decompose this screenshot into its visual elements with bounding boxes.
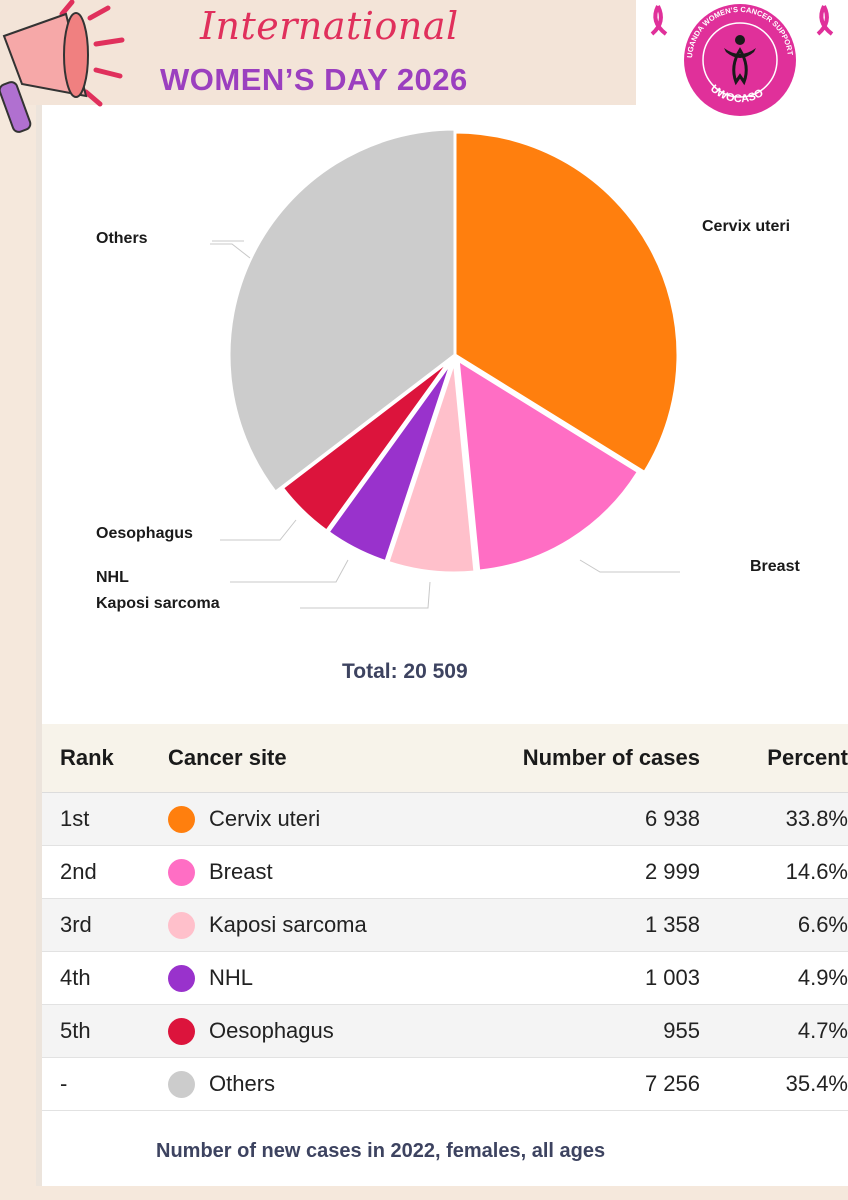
table-row: 5th Oesophagus 955 4.7% bbox=[42, 1005, 848, 1058]
logo-area: UGANDA WOMEN’S CANCER SUPPORT ORGANISATI… bbox=[633, 0, 848, 130]
row-percent: 33.8% bbox=[785, 806, 848, 831]
row-rank: 4th bbox=[60, 965, 91, 990]
row-site-label: Others bbox=[209, 1071, 276, 1096]
color-swatch bbox=[168, 911, 195, 939]
row-site: Kaposi sarcoma bbox=[168, 899, 367, 951]
row-percent: 4.7% bbox=[797, 1018, 848, 1043]
row-site: Cervix uteri bbox=[168, 793, 320, 845]
header-percent: Percent bbox=[767, 745, 848, 770]
pie-slice-kaposi bbox=[386, 360, 477, 575]
slice-label-cervix: Cervix uteri bbox=[702, 218, 791, 235]
row-site-label: Cervix uteri bbox=[209, 806, 321, 831]
row-rank: 2nd bbox=[60, 859, 97, 884]
uwocaso-logo: UGANDA WOMEN’S CANCER SUPPORT ORGANISATI… bbox=[633, 0, 834, 116]
row-percent: 4.9% bbox=[797, 965, 848, 990]
leader-line-others bbox=[210, 243, 251, 259]
row-site-label: Oesophagus bbox=[209, 1018, 334, 1043]
color-swatch bbox=[168, 964, 195, 992]
ribbon-figure-icon bbox=[724, 35, 756, 86]
row-rank: 5th bbox=[60, 1018, 91, 1043]
row-site-label: NHL bbox=[209, 965, 254, 990]
row-site: Oesophagus bbox=[168, 1005, 334, 1057]
row-rank: 1st bbox=[60, 806, 90, 831]
chart-total: Total: 20 509 bbox=[342, 660, 468, 683]
header-rank: Rank bbox=[60, 745, 114, 770]
pie-chart bbox=[210, 127, 680, 609]
row-rank: - bbox=[60, 1071, 68, 1096]
pie-slice-nhl bbox=[325, 359, 454, 564]
row-percent: 14.6% bbox=[785, 859, 848, 884]
banner-subtitle: WOMEN’S DAY 2026 bbox=[160, 62, 468, 97]
leader-line-nhl bbox=[230, 559, 349, 583]
pie-slice-cervix bbox=[453, 130, 680, 475]
table-header-row: Rank Cancer site Number of cases Percent bbox=[42, 724, 848, 793]
row-site-label: Kaposi sarcoma bbox=[209, 912, 367, 937]
panel-edge bbox=[36, 104, 42, 1186]
cases-table: Rank Cancer site Number of cases Percent… bbox=[42, 724, 848, 1186]
megaphone-icon bbox=[0, 0, 125, 133]
row-percent: 35.4% bbox=[785, 1071, 848, 1096]
row-cases: 2 999 bbox=[644, 859, 700, 884]
table-row: - Others 7 256 35.4% bbox=[42, 1058, 848, 1111]
row-cases: 1 358 bbox=[644, 912, 700, 937]
pie-slice-others bbox=[227, 127, 457, 495]
bottom-margin bbox=[36, 1186, 848, 1200]
color-swatch bbox=[168, 1070, 195, 1098]
pie-slice-breast bbox=[456, 357, 641, 573]
row-percent: 6.6% bbox=[797, 912, 848, 937]
banner-title: International bbox=[200, 4, 459, 48]
slice-label-others: Others bbox=[96, 230, 148, 247]
leader-line-kaposi bbox=[300, 581, 431, 609]
slice-label-oesophagus: Oesophagus bbox=[96, 525, 193, 542]
color-swatch bbox=[168, 1017, 195, 1045]
table-row: 3rd Kaposi sarcoma 1 358 6.6% bbox=[42, 899, 848, 952]
event-banner: International WOMEN’S DAY 2026 bbox=[0, 0, 636, 133]
color-swatch bbox=[168, 858, 195, 886]
row-site: NHL bbox=[168, 952, 253, 1004]
row-cases: 955 bbox=[663, 1018, 700, 1043]
row-cases: 1 003 bbox=[644, 965, 700, 990]
slice-label-breast: Breast bbox=[750, 558, 800, 575]
leader-line-breast bbox=[579, 559, 680, 573]
left-margin bbox=[0, 104, 36, 1200]
header-number-of-cases: Number of cases bbox=[522, 745, 700, 770]
row-site: Others bbox=[168, 1058, 275, 1110]
slice-label-nhl: NHL bbox=[96, 569, 129, 586]
ribbon-icon-right bbox=[816, 5, 834, 36]
row-rank: 3rd bbox=[60, 912, 92, 937]
header-cancer-site: Cancer site bbox=[168, 745, 287, 770]
row-site: Breast bbox=[168, 846, 273, 898]
chart-caption: Number of new cases in 2022, females, al… bbox=[156, 1140, 606, 1162]
color-swatch bbox=[168, 805, 195, 833]
row-cases: 7 256 bbox=[644, 1071, 700, 1096]
slice-label-kaposi: Kaposi sarcoma bbox=[96, 595, 220, 612]
ribbon-icon-left bbox=[650, 5, 668, 36]
leader-line-oesophagus bbox=[220, 519, 297, 541]
table-row: 2nd Breast 2 999 14.6% bbox=[42, 846, 848, 899]
row-cases: 6 938 bbox=[644, 806, 700, 831]
row-site-label: Breast bbox=[209, 859, 273, 884]
table-row: 1st Cervix uteri 6 938 33.8% bbox=[42, 793, 848, 846]
table-row: 4th NHL 1 003 4.9% bbox=[42, 952, 848, 1005]
